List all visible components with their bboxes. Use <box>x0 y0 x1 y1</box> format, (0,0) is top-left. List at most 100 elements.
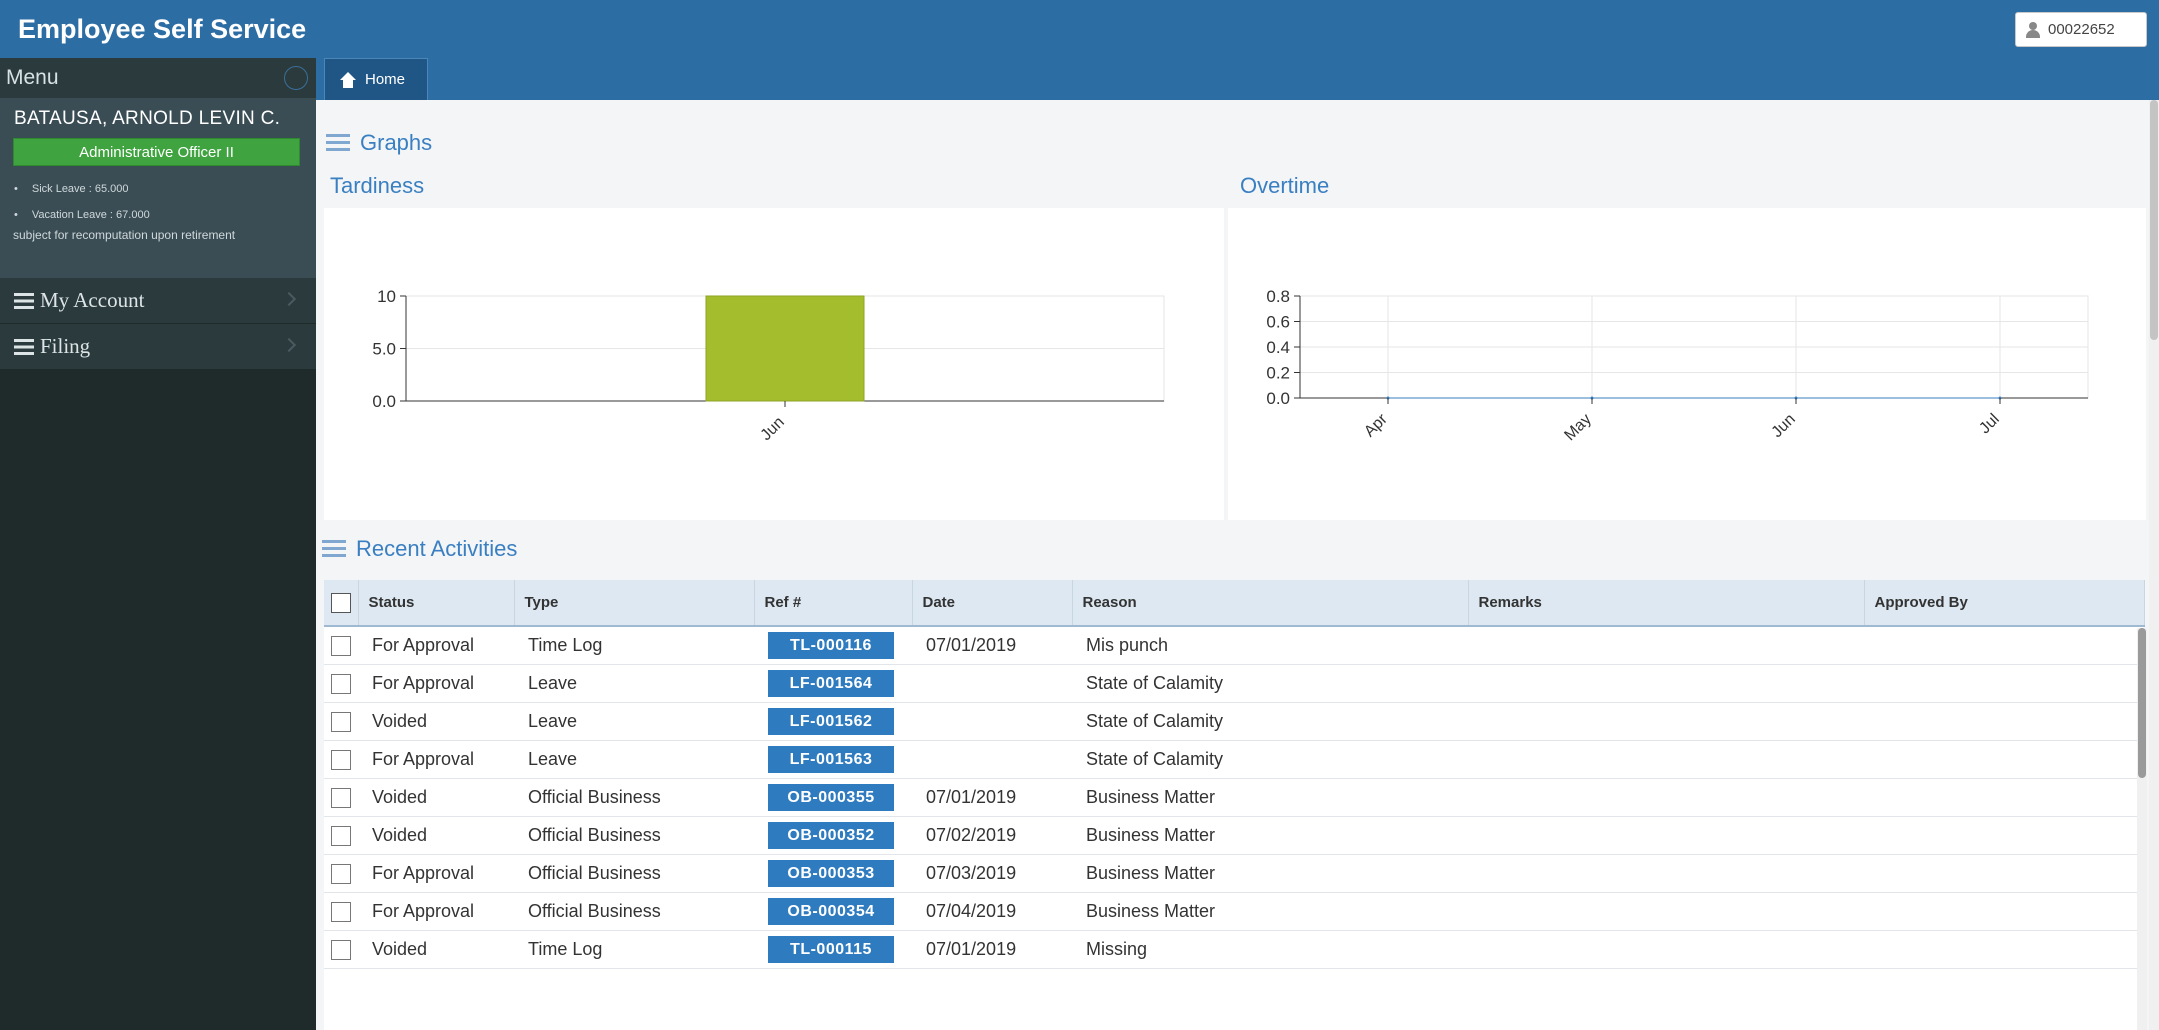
x-tick-label: May <box>1561 411 1594 444</box>
remarks-cell <box>1468 930 1864 968</box>
ref-cell: OB-000353 <box>754 854 912 892</box>
tab-home[interactable]: Home <box>324 58 428 100</box>
ref-number-link[interactable]: TL-000116 <box>768 631 894 659</box>
approved-by-cell <box>1864 702 2144 740</box>
y-tick-label: 0.6 <box>1266 313 1290 332</box>
activities-table: Status Type Ref # Date Reason Remarks Ap… <box>324 580 2145 969</box>
y-tick-label: 0.8 <box>1266 287 1290 306</box>
column-header-date[interactable]: Date <box>912 580 1073 627</box>
approved-by-cell <box>1864 664 2144 702</box>
status-cell: For Approval <box>372 862 475 883</box>
table-row[interactable]: For Approval Time Log TL-000116 07/01/2019 M… <box>324 626 2144 664</box>
row-checkbox[interactable] <box>331 939 351 960</box>
ref-number-link[interactable]: LF-001562 <box>768 707 894 735</box>
y-tick-label: 10 <box>377 287 396 306</box>
date-cell <box>912 664 1072 702</box>
row-select-cell <box>324 930 358 968</box>
profile-panel: BATAUSA, ARNOLD LEVIN C. Administrative … <box>0 98 316 278</box>
column-header-reason[interactable]: Reason <box>1072 580 1469 627</box>
sidebar-item-my-account[interactable]: My Account <box>0 278 316 324</box>
main-content: Graphs Tardiness Overtime 0.0 5.0 10 Jun 0.… <box>316 100 2159 1030</box>
table-scrollbar[interactable] <box>2137 628 2147 1030</box>
row-checkbox[interactable] <box>331 825 351 846</box>
remarks-cell <box>1468 854 1864 892</box>
app-title: Employee Self Service <box>18 14 307 44</box>
row-checkbox[interactable] <box>331 673 351 694</box>
ref-cell: TL-000115 <box>754 930 912 968</box>
table-row[interactable]: Voided Official Business OB-000355 07/01/20… <box>324 778 2144 816</box>
top-bar: Employee Self Service 00022652 <box>0 0 2159 58</box>
approved-by-cell <box>1864 854 2144 892</box>
table-row[interactable]: Voided Official Business OB-000352 07/02/20… <box>324 816 2144 854</box>
row-select-cell <box>324 626 358 664</box>
row-select-cell <box>324 778 358 816</box>
ref-number-link[interactable]: LF-001564 <box>768 669 894 697</box>
y-tick-label: 0.2 <box>1266 364 1290 383</box>
user-icon <box>2026 21 2040 38</box>
column-header-remarks[interactable]: Remarks <box>1468 580 1865 627</box>
row-checkbox[interactable] <box>331 863 351 884</box>
table-row[interactable]: For Approval Official Business OB-000354 07… <box>324 892 2144 930</box>
ref-number-link[interactable]: TL-000115 <box>768 935 894 963</box>
tardiness-chart-title: Tardiness <box>330 173 425 198</box>
type-cell: Official Business <box>528 786 661 807</box>
column-header-type[interactable]: Type <box>514 580 755 627</box>
page-scrollbar[interactable] <box>2149 100 2159 1030</box>
table-header-row: Status Type Ref # Date Reason Remarks Ap… <box>324 580 2145 627</box>
ref-cell: OB-000355 <box>754 778 912 816</box>
column-header-ref[interactable]: Ref # <box>754 580 913 627</box>
y-tick-label: 0.0 <box>372 392 396 411</box>
user-menu-button[interactable]: 00022652 <box>2015 12 2147 47</box>
table-row[interactable]: For Approval Leave LF-001564 State of Calam… <box>324 664 2144 702</box>
ref-number-link[interactable]: OB-000353 <box>768 859 894 887</box>
row-checkbox[interactable] <box>331 901 351 922</box>
table-row[interactable]: For Approval Leave LF-001563 State of Calam… <box>324 740 2144 778</box>
retirement-note: subject for recomputation upon retiremen… <box>13 228 236 242</box>
page-scrollbar-thumb[interactable] <box>2150 100 2158 340</box>
table-row[interactable]: Voided Leave LF-001562 State of Calamity <box>324 702 2144 740</box>
date-cell <box>912 702 1072 740</box>
x-tick-label: Apr <box>1361 410 1391 440</box>
approved-by-cell <box>1864 816 2144 854</box>
row-checkbox[interactable] <box>331 749 351 770</box>
tab-label: Home <box>365 71 406 88</box>
ref-number-link[interactable]: OB-000354 <box>768 897 894 925</box>
status-cell: For Approval <box>372 748 475 769</box>
reason-cell: State of Calamity <box>1086 672 1224 693</box>
reason-cell: State of Calamity <box>1086 710 1224 731</box>
status-cell: For Approval <box>372 634 475 655</box>
status-cell: For Approval <box>372 900 475 921</box>
remarks-cell <box>1468 740 1864 778</box>
recent-activities-title-text: Recent Activities <box>356 536 518 561</box>
list-icon <box>14 338 34 355</box>
ref-cell: OB-000352 <box>754 816 912 854</box>
type-cell: Leave <box>528 672 578 693</box>
reason-cell: State of Calamity <box>1086 748 1224 769</box>
reason-cell: Mis punch <box>1086 634 1169 655</box>
table-row[interactable]: Voided Time Log TL-000115 07/01/2019 Missing <box>324 930 2144 968</box>
ref-number-link[interactable]: OB-000355 <box>768 783 894 811</box>
column-header-approved-by[interactable]: Approved By <box>1864 580 2145 627</box>
type-cell: Time Log <box>528 634 603 655</box>
column-header-status[interactable]: Status <box>358 580 515 627</box>
recent-activities-section-title: Recent Activities <box>322 536 517 562</box>
row-checkbox[interactable] <box>331 711 351 732</box>
employee-name: BATAUSA, ARNOLD LEVIN C. <box>14 108 281 129</box>
ref-cell: LF-001563 <box>754 740 912 778</box>
menu-header: Menu <box>0 58 316 98</box>
status-cell: Voided <box>372 938 428 959</box>
table-row[interactable]: For Approval Official Business OB-000353 07… <box>324 854 2144 892</box>
approved-by-cell <box>1864 778 2144 816</box>
row-checkbox[interactable] <box>331 635 351 656</box>
menu-toggle-icon[interactable] <box>284 66 308 90</box>
status-cell: Voided <box>372 824 428 845</box>
select-all-checkbox[interactable] <box>331 592 351 613</box>
list-icon <box>326 134 350 152</box>
table-scrollbar-thumb[interactable] <box>2138 628 2146 778</box>
ref-number-link[interactable]: LF-001563 <box>768 745 894 773</box>
row-checkbox[interactable] <box>331 787 351 808</box>
ref-number-link[interactable]: OB-000352 <box>768 821 894 849</box>
sidebar-item-filing[interactable]: Filing <box>0 324 316 370</box>
date-cell: 07/01/2019 <box>926 938 1017 959</box>
vacation-leave-balance: Vacation Leave : 67.000 <box>14 202 302 228</box>
